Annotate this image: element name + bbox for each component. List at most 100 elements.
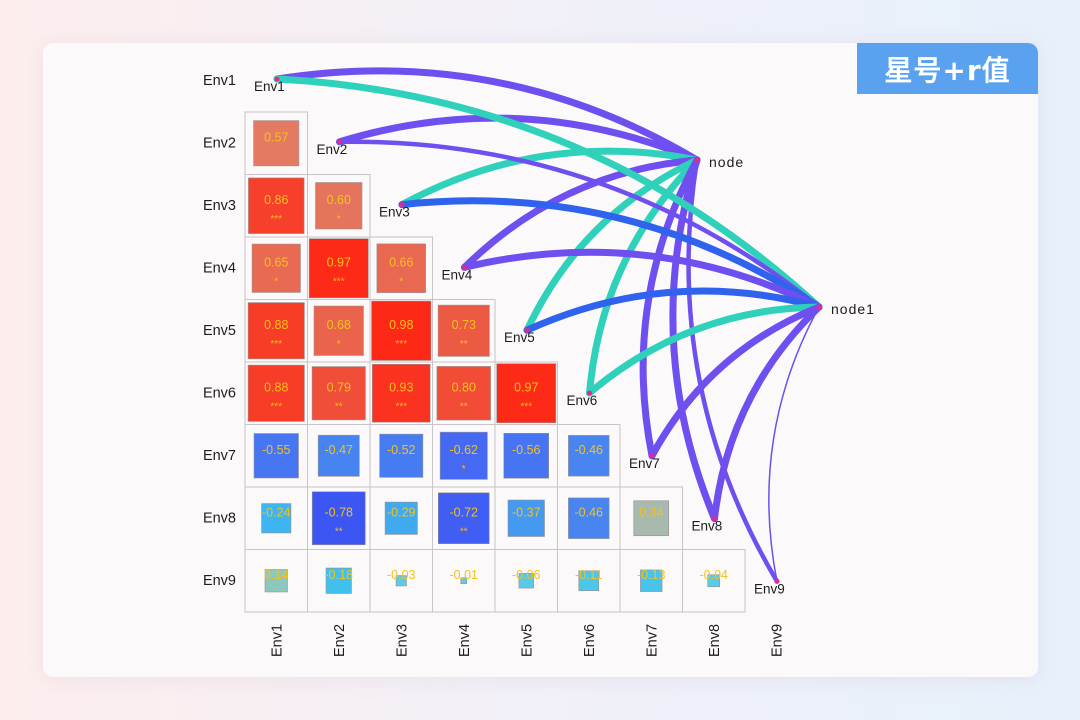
heatmap-square — [308, 238, 369, 299]
heatmap-square — [707, 574, 721, 588]
column-label: Env6 — [582, 624, 598, 657]
env-anchor-label: Env6 — [567, 393, 598, 408]
cell-r-value: 0.88 — [264, 318, 288, 332]
cell-significance-stars: *** — [333, 276, 345, 287]
env-anchor-label: Env9 — [754, 581, 785, 596]
heatmap-square — [568, 497, 610, 539]
heatmap-square — [247, 364, 305, 422]
heatmap-square — [640, 569, 663, 592]
label-layer: Env1 Env2 Env3 Env4 Env5 Env6 Env7 Env8 Env9 Env1… — [203, 73, 874, 657]
cell-significance-stars: * — [462, 464, 466, 475]
cell-r-value: 0.88 — [264, 380, 288, 394]
env-anchor-dot — [462, 264, 467, 270]
network-link — [711, 303, 823, 523]
heatmap-square — [437, 304, 490, 357]
network-link — [648, 303, 823, 460]
cell-r-value: 0.93 — [389, 380, 413, 394]
cell-r-value: 0.97 — [327, 255, 351, 269]
cell-r-value: -0.01 — [450, 568, 479, 582]
cell-r-value: -0.72 — [450, 505, 479, 519]
env-anchor-dot — [587, 390, 592, 396]
env-anchor-dot — [774, 578, 780, 584]
heatmap-square — [248, 177, 305, 234]
cell-r-value: 0.86 — [264, 193, 288, 207]
env-anchor-label: Env2 — [317, 142, 348, 157]
row-label: Env8 — [203, 511, 236, 527]
cell-r-value: -0.78 — [325, 505, 354, 519]
heatmap-square — [507, 499, 545, 537]
cell-r-value: 0.65 — [264, 255, 288, 269]
cell-significance-stars: ** — [335, 526, 343, 537]
heatmap-square — [439, 431, 488, 480]
row-label: Env3 — [203, 198, 236, 214]
heatmap-square — [384, 501, 418, 535]
cell-r-value: 0.60 — [327, 193, 351, 207]
heatmap-square — [379, 433, 424, 478]
env-anchor-label: Env4 — [442, 267, 473, 282]
cell-r-value: 0.73 — [452, 318, 476, 332]
row-label: Env9 — [203, 573, 236, 589]
cell-r-value: 0.98 — [389, 318, 413, 332]
node-dot — [816, 304, 822, 310]
row-label: Env4 — [203, 261, 236, 277]
heatmap-square — [247, 302, 305, 360]
heatmap-square — [261, 503, 292, 534]
cell-significance-stars: * — [399, 276, 403, 287]
cell-r-value: 0.14 — [264, 568, 288, 582]
heatmap-square — [253, 120, 300, 167]
heatmap-square — [376, 243, 426, 293]
cell-r-value: -0.52 — [387, 443, 416, 457]
env-anchor-dot — [649, 453, 655, 459]
column-label: Env8 — [707, 624, 723, 657]
env-anchor-label: Env7 — [629, 456, 660, 471]
network-link — [523, 156, 701, 334]
heatmap-square — [251, 243, 301, 293]
cell-significance-stars: *** — [270, 214, 282, 225]
env-anchor-label: Env1 — [254, 79, 285, 94]
heatmap-square — [503, 433, 549, 479]
cell-significance-stars: *** — [270, 339, 282, 350]
chart-card — [43, 43, 1038, 677]
network-link — [461, 248, 823, 311]
row-label: Env5 — [203, 323, 236, 339]
network-link — [586, 156, 701, 397]
network-link — [337, 139, 822, 310]
cell-significance-stars: * — [337, 214, 341, 225]
cell-significance-stars: ** — [460, 339, 468, 350]
cell-r-value: 0.34 — [639, 505, 663, 519]
heatmap-square — [253, 433, 299, 479]
env-anchor-dot — [274, 76, 280, 82]
cell-r-value: -0.56 — [512, 443, 541, 457]
cell-significance-stars: *** — [395, 401, 407, 412]
heatmap-square — [518, 573, 534, 589]
heatmap-square — [437, 492, 490, 545]
column-label: Env4 — [457, 624, 473, 657]
network-link — [586, 303, 823, 397]
env-anchor-label: Env8 — [692, 519, 723, 534]
heatmap-square — [633, 500, 670, 537]
cell-r-value: 0.57 — [264, 130, 288, 144]
heatmap-square — [325, 567, 352, 594]
env-anchor-dot — [524, 327, 530, 333]
env-anchor-dot — [712, 516, 717, 522]
heatmap-square — [315, 182, 363, 230]
env-anchor-label: Env5 — [504, 330, 535, 345]
row-label: Env7 — [203, 448, 236, 464]
heatmap-square — [578, 570, 599, 591]
network-link — [768, 306, 820, 583]
row-label: Env6 — [203, 386, 236, 402]
heatmap-square — [371, 300, 432, 361]
row-label: Env1 — [203, 73, 236, 89]
column-label: Env3 — [394, 624, 410, 657]
heatmap-square — [436, 366, 491, 421]
mode-badge: 星号+r值 — [857, 43, 1038, 94]
cell-significance-stars: ** — [460, 401, 468, 412]
cell-r-value: 0.79 — [327, 380, 351, 394]
network-link — [273, 67, 701, 164]
cell-significance-stars: * — [274, 276, 278, 287]
env-anchor-dot — [337, 139, 342, 145]
cell-r-value: -0.11 — [575, 568, 603, 582]
column-label: Env9 — [769, 624, 785, 657]
cell-significance-stars: *** — [395, 339, 407, 350]
